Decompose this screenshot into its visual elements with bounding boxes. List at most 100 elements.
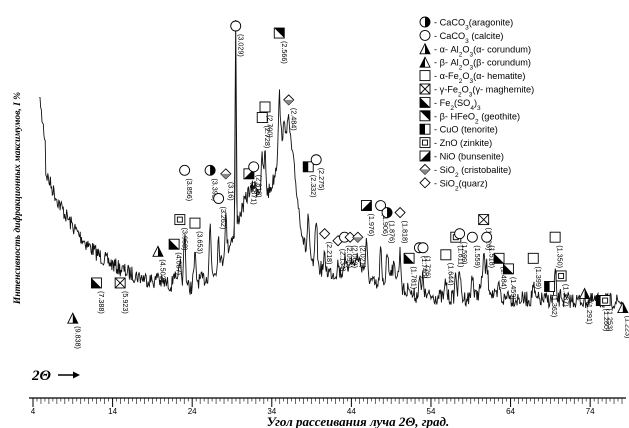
peak-d-spacing-label: (3.653) (196, 231, 205, 254)
peak-annotation: (2.728) (256, 112, 272, 149)
peak-annotation: (2.218) (318, 228, 334, 265)
circle-marker (466, 231, 478, 243)
circle-marker (230, 20, 242, 32)
peak-annotation: (5.923) (114, 277, 130, 314)
legend-label: - CaCO3 (calcite) (434, 31, 504, 45)
peak-d-spacing-label: (1.976) (367, 214, 376, 237)
peak-annotation: (3.262) (213, 193, 228, 229)
diamond-marker (394, 206, 406, 219)
peak-annotation: (1.399) (527, 252, 543, 289)
triangle-square-marker (419, 150, 431, 162)
peak-d-spacing-label: (2.700) (266, 115, 275, 138)
peak-d-spacing-label: (2.332) (309, 175, 318, 198)
peak-d-spacing-label: (1.253) (606, 309, 615, 332)
peak-d-spacing-label: (3.262) (219, 206, 228, 229)
x-tick-label: 4 (31, 407, 36, 416)
peak-annotation: (1.223) (617, 301, 629, 338)
nested-square-marker (599, 295, 611, 307)
peak-d-spacing-label: (1.740) (420, 256, 429, 279)
legend-item: - NiO (bunsenite) (419, 150, 504, 162)
legend-label: - β- Al2O3(β- corundum) (434, 58, 531, 72)
triangle-square-marker (360, 200, 372, 211)
peak-annotation: (1.976) (360, 200, 376, 237)
peak-annotation: (1.291) (578, 287, 594, 324)
nested-square-marker (419, 137, 431, 149)
peak-annotation: (2.818) (248, 161, 263, 198)
peak-annotation: (7.388) (90, 277, 106, 314)
peak-d-spacing-label: (1.599) (460, 242, 469, 265)
peak-d-spacing-label: (3.856) (185, 178, 194, 201)
peak-annotation: (3.958) (174, 214, 189, 251)
legend-item: - γ-Fe2O3(γ- maghemite) (419, 83, 534, 98)
peak-annotation: (1.459) (502, 263, 518, 300)
legend-label: - CuO (tenorite) (434, 125, 498, 135)
peak-annotation: (3.653) (189, 217, 205, 254)
peak-d-spacing-label: (1.781) (410, 266, 419, 289)
crossed-square-marker (478, 214, 490, 226)
peak-d-spacing-label: (1.350) (556, 245, 565, 268)
circle-marker (248, 161, 260, 173)
peak-annotation: (1.599) (454, 228, 469, 265)
half-triangle-marker (617, 301, 629, 314)
peak-d-spacing-label: (2.134) (339, 249, 348, 272)
peak-annotation: (1.350) (549, 231, 565, 268)
half-diamond-marker (419, 163, 431, 176)
peak-d-spacing-label: (2.728) (263, 126, 272, 149)
half-triangle-marker (578, 287, 591, 299)
peak-d-spacing-label: (1.559) (473, 245, 482, 268)
legend-label: - α-Fe2O3(α- hematite) (434, 71, 525, 85)
x-axis: 4 14 24 34 44 54 64 74 (29, 397, 626, 416)
nested-square-marker (174, 214, 186, 226)
peak-d-spacing-label: (2.218) (325, 242, 334, 265)
peak-annotation: (9.838) (67, 312, 82, 349)
peak-annotation: (3.029) (230, 20, 245, 57)
diag-square-marker (419, 96, 431, 108)
x-tick-label: 74 (586, 407, 595, 416)
peak-d-spacing-label: (9.838) (73, 326, 82, 349)
peak-annotation: (1.818) (394, 206, 410, 243)
diag-square-marker (403, 252, 415, 264)
circle-marker (213, 193, 225, 204)
peak-d-spacing-label: (1.362) (550, 294, 559, 317)
half-square-marker (419, 123, 431, 135)
peak-d-spacing-label: (2.818) (254, 175, 263, 198)
diag-square-marker (168, 238, 180, 250)
legend-item: - CaCO3 (calcite) (419, 29, 504, 45)
square-marker (259, 101, 271, 113)
diag-square-marker (493, 252, 505, 264)
half-circle-marker (381, 207, 393, 219)
peak-d-spacing-label: (1.399) (534, 266, 543, 289)
peak-annotation: (2.566) (273, 27, 289, 64)
legend-label: - α- Al2O3(α- corundum) (434, 44, 531, 58)
peak-annotation: (4.502) (152, 245, 168, 282)
legend-label: - ZnO (zinkite) (434, 138, 492, 148)
legend-item: - α- Al2O3(α- corundum) (419, 42, 531, 58)
peak-annotation: (1.644) (440, 249, 455, 286)
legend-label: - SiO2(quarz) (434, 178, 488, 192)
peak-d-spacing-label: (1.611) (456, 245, 465, 267)
legend: - CaCO3(aragonite)- CaCO3 (calcite)- α- … (419, 16, 534, 192)
peak-d-spacing-label: (1.906) (381, 214, 390, 237)
half-square-marker (302, 161, 314, 173)
diamond-marker (318, 228, 331, 240)
peak-annotation: (1.876) (381, 207, 397, 243)
legend-item: - β- HFeO2 (geothite) (419, 110, 520, 125)
square-marker (440, 249, 452, 261)
circle-marker (481, 231, 493, 243)
peak-d-spacing-label: (3.958) (180, 228, 189, 251)
peak-d-spacing-label: (1.726) (424, 256, 433, 279)
peak-annotation: (2.063) (344, 231, 360, 268)
peak-d-spacing-label: (1.260) (602, 309, 611, 332)
half-circle-marker (419, 16, 431, 28)
legend-item: - CuO (tenorite) (419, 123, 498, 135)
x-tick-label: 14 (108, 407, 117, 416)
peak-d-spacing-label: (2.095) (345, 245, 354, 268)
peak-d-spacing-label: (4.502) (159, 259, 168, 282)
circle-marker (419, 29, 431, 41)
peak-annotation: (1.253) (599, 295, 615, 332)
circle-marker (179, 164, 191, 176)
peak-annotation: (2.021) (352, 231, 367, 268)
x-tick-label: 34 (267, 407, 276, 416)
peak-annotation: (2.275) (310, 154, 326, 191)
